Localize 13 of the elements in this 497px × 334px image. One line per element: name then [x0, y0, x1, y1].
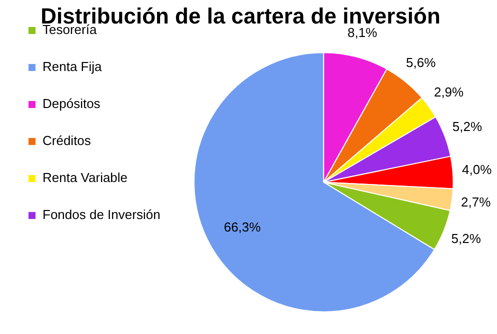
data-label: 66,3% — [224, 220, 262, 235]
legend-label: Renta Variable — [42, 170, 128, 186]
data-label: 8,1% — [348, 25, 378, 40]
data-label: 2,7% — [461, 194, 492, 210]
data-label: 5,2% — [451, 231, 482, 246]
data-label: 5,6% — [406, 54, 436, 70]
legend-label: Depósitos — [42, 96, 101, 112]
legend-label: Fondos de Inversión — [42, 207, 160, 222]
data-label: 2,9% — [434, 84, 464, 100]
legend-label: Renta Fija — [42, 59, 103, 74]
data-label: 5,2% — [452, 119, 482, 134]
data-label: 4,0% — [462, 162, 492, 178]
legend-label: Créditos — [42, 133, 92, 148]
